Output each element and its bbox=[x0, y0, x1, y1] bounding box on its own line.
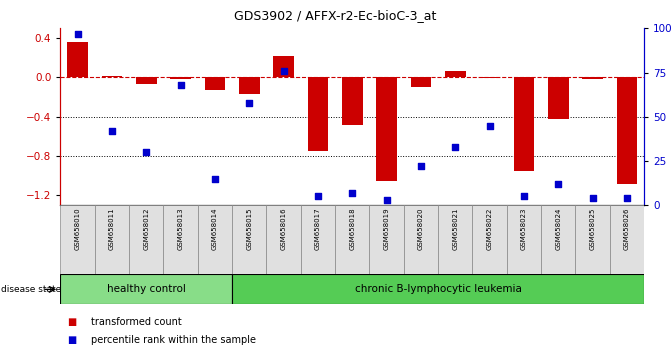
Text: GSM658022: GSM658022 bbox=[486, 207, 493, 250]
Text: chronic B-lymphocytic leukemia: chronic B-lymphocytic leukemia bbox=[355, 284, 521, 295]
Text: GSM658024: GSM658024 bbox=[556, 207, 562, 250]
Bar bbox=[101, 75, 122, 78]
FancyBboxPatch shape bbox=[60, 274, 232, 304]
Bar bbox=[548, 78, 568, 119]
FancyBboxPatch shape bbox=[404, 205, 438, 274]
Bar bbox=[411, 78, 431, 87]
Text: disease state: disease state bbox=[1, 285, 61, 294]
Text: transformed count: transformed count bbox=[91, 317, 181, 327]
Point bbox=[175, 82, 186, 88]
FancyBboxPatch shape bbox=[60, 205, 95, 274]
Bar bbox=[445, 70, 466, 78]
Text: GSM658011: GSM658011 bbox=[109, 207, 115, 250]
FancyBboxPatch shape bbox=[198, 205, 232, 274]
Bar bbox=[170, 78, 191, 79]
Bar bbox=[617, 78, 637, 184]
FancyBboxPatch shape bbox=[232, 205, 266, 274]
Point bbox=[141, 149, 152, 155]
Point bbox=[209, 176, 220, 182]
Bar bbox=[239, 78, 260, 94]
Text: GSM658018: GSM658018 bbox=[350, 207, 355, 250]
Point bbox=[72, 31, 83, 36]
Text: percentile rank within the sample: percentile rank within the sample bbox=[91, 335, 256, 345]
FancyBboxPatch shape bbox=[95, 205, 129, 274]
Point bbox=[621, 195, 632, 201]
Text: GSM658025: GSM658025 bbox=[590, 207, 596, 250]
Point bbox=[244, 100, 254, 105]
FancyBboxPatch shape bbox=[164, 205, 198, 274]
Text: GDS3902 / AFFX-r2-Ec-bioC-3_at: GDS3902 / AFFX-r2-Ec-bioC-3_at bbox=[234, 9, 437, 22]
Text: healthy control: healthy control bbox=[107, 284, 186, 295]
FancyBboxPatch shape bbox=[507, 205, 541, 274]
Point bbox=[415, 164, 426, 169]
Bar bbox=[136, 78, 156, 84]
Point bbox=[381, 197, 392, 203]
FancyBboxPatch shape bbox=[232, 274, 644, 304]
Text: GSM658017: GSM658017 bbox=[315, 207, 321, 250]
Text: GSM658019: GSM658019 bbox=[384, 207, 390, 250]
Text: GSM658010: GSM658010 bbox=[74, 207, 81, 250]
Point bbox=[553, 181, 564, 187]
Text: GSM658021: GSM658021 bbox=[452, 207, 458, 250]
FancyBboxPatch shape bbox=[370, 205, 404, 274]
FancyBboxPatch shape bbox=[576, 205, 610, 274]
FancyBboxPatch shape bbox=[610, 205, 644, 274]
FancyBboxPatch shape bbox=[438, 205, 472, 274]
FancyBboxPatch shape bbox=[266, 205, 301, 274]
Point bbox=[450, 144, 461, 150]
Text: ■: ■ bbox=[67, 335, 76, 345]
Bar bbox=[307, 78, 328, 151]
Bar bbox=[479, 78, 500, 79]
Bar bbox=[205, 78, 225, 90]
Text: GSM658026: GSM658026 bbox=[624, 207, 630, 250]
Text: GSM658012: GSM658012 bbox=[143, 207, 149, 250]
Point bbox=[313, 194, 323, 199]
Text: GSM658015: GSM658015 bbox=[246, 207, 252, 250]
Bar bbox=[342, 78, 362, 125]
Text: GSM658023: GSM658023 bbox=[521, 207, 527, 250]
Bar bbox=[273, 56, 294, 78]
Text: GSM658013: GSM658013 bbox=[178, 207, 184, 250]
FancyBboxPatch shape bbox=[129, 205, 164, 274]
Text: GSM658014: GSM658014 bbox=[212, 207, 218, 250]
Bar bbox=[376, 78, 397, 181]
Bar bbox=[67, 42, 88, 78]
FancyBboxPatch shape bbox=[472, 205, 507, 274]
Text: GSM658016: GSM658016 bbox=[280, 207, 287, 250]
Point bbox=[484, 123, 495, 129]
FancyBboxPatch shape bbox=[541, 205, 576, 274]
Point bbox=[278, 68, 289, 74]
Bar bbox=[514, 78, 534, 171]
Text: GSM658020: GSM658020 bbox=[418, 207, 424, 250]
Text: ■: ■ bbox=[67, 317, 76, 327]
Point bbox=[519, 194, 529, 199]
FancyBboxPatch shape bbox=[335, 205, 370, 274]
Point bbox=[587, 195, 598, 201]
Point bbox=[347, 190, 358, 196]
Bar bbox=[582, 78, 603, 79]
FancyBboxPatch shape bbox=[301, 205, 335, 274]
Point bbox=[107, 128, 117, 134]
